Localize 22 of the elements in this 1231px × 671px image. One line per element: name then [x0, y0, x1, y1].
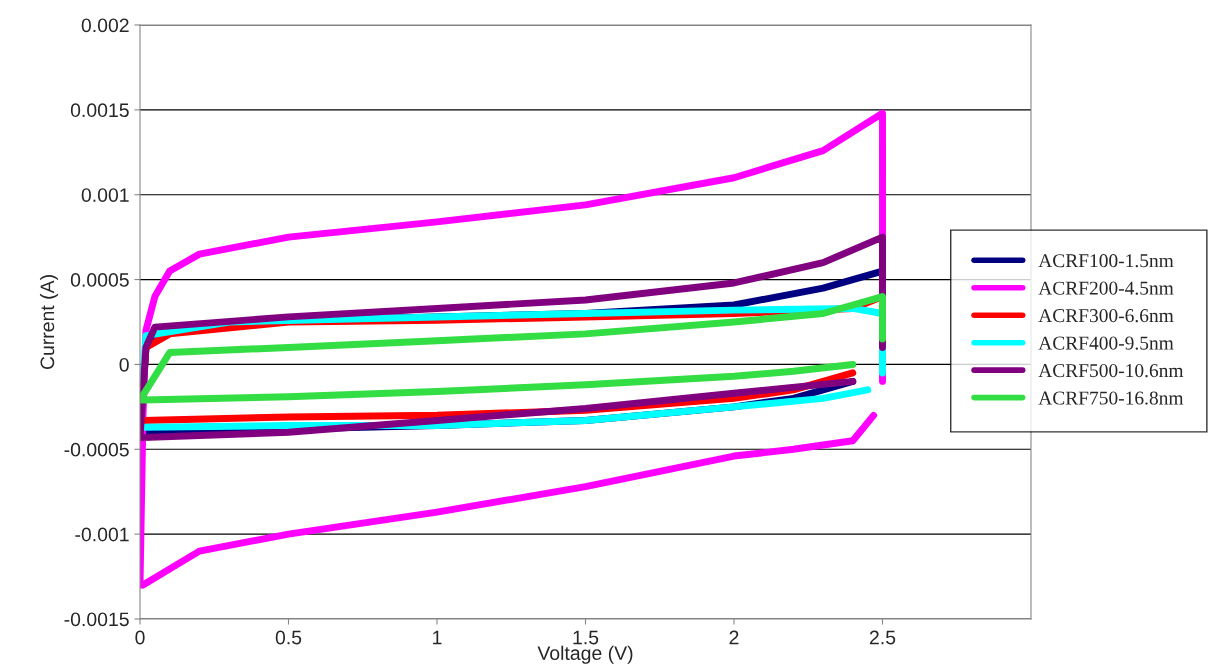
legend-label: ACRF400-9.5nm — [1038, 336, 1174, 350]
y-tick-label: 0.0005 — [70, 273, 129, 287]
y-tick-label: -0.0015 — [64, 612, 129, 627]
y-tick-label: -0.0005 — [64, 442, 129, 457]
y-axis-title: Current (A) — [39, 275, 59, 370]
x-tick-label: 1.5 — [573, 630, 599, 645]
legend-label: ACRF500-10.6nm — [1038, 364, 1184, 378]
x-tick-label: 0 — [135, 630, 145, 645]
x-tick-label: 0.5 — [275, 630, 302, 645]
y-tick-label: 0.0015 — [70, 103, 129, 118]
y-tick-label: 0.001 — [81, 188, 129, 202]
legend-label: ACRF300-6.6nm — [1038, 309, 1174, 323]
y-tick-label: 0.002 — [81, 18, 129, 33]
legend-label: ACRF200-4.5nm — [1038, 281, 1174, 295]
legend-label: ACRF750-16.8nm — [1038, 391, 1184, 405]
y-tick-label: -0.001 — [75, 527, 129, 542]
y-tick-label: 0 — [119, 357, 129, 372]
x-tick-label: 1 — [433, 630, 442, 645]
x-tick-label: 2 — [729, 630, 739, 645]
legend-label: ACRF100-1.5nm — [1038, 254, 1174, 268]
x-axis-title: Voltage (V) — [537, 645, 633, 664]
x-tick-label: 2.5 — [869, 630, 896, 645]
